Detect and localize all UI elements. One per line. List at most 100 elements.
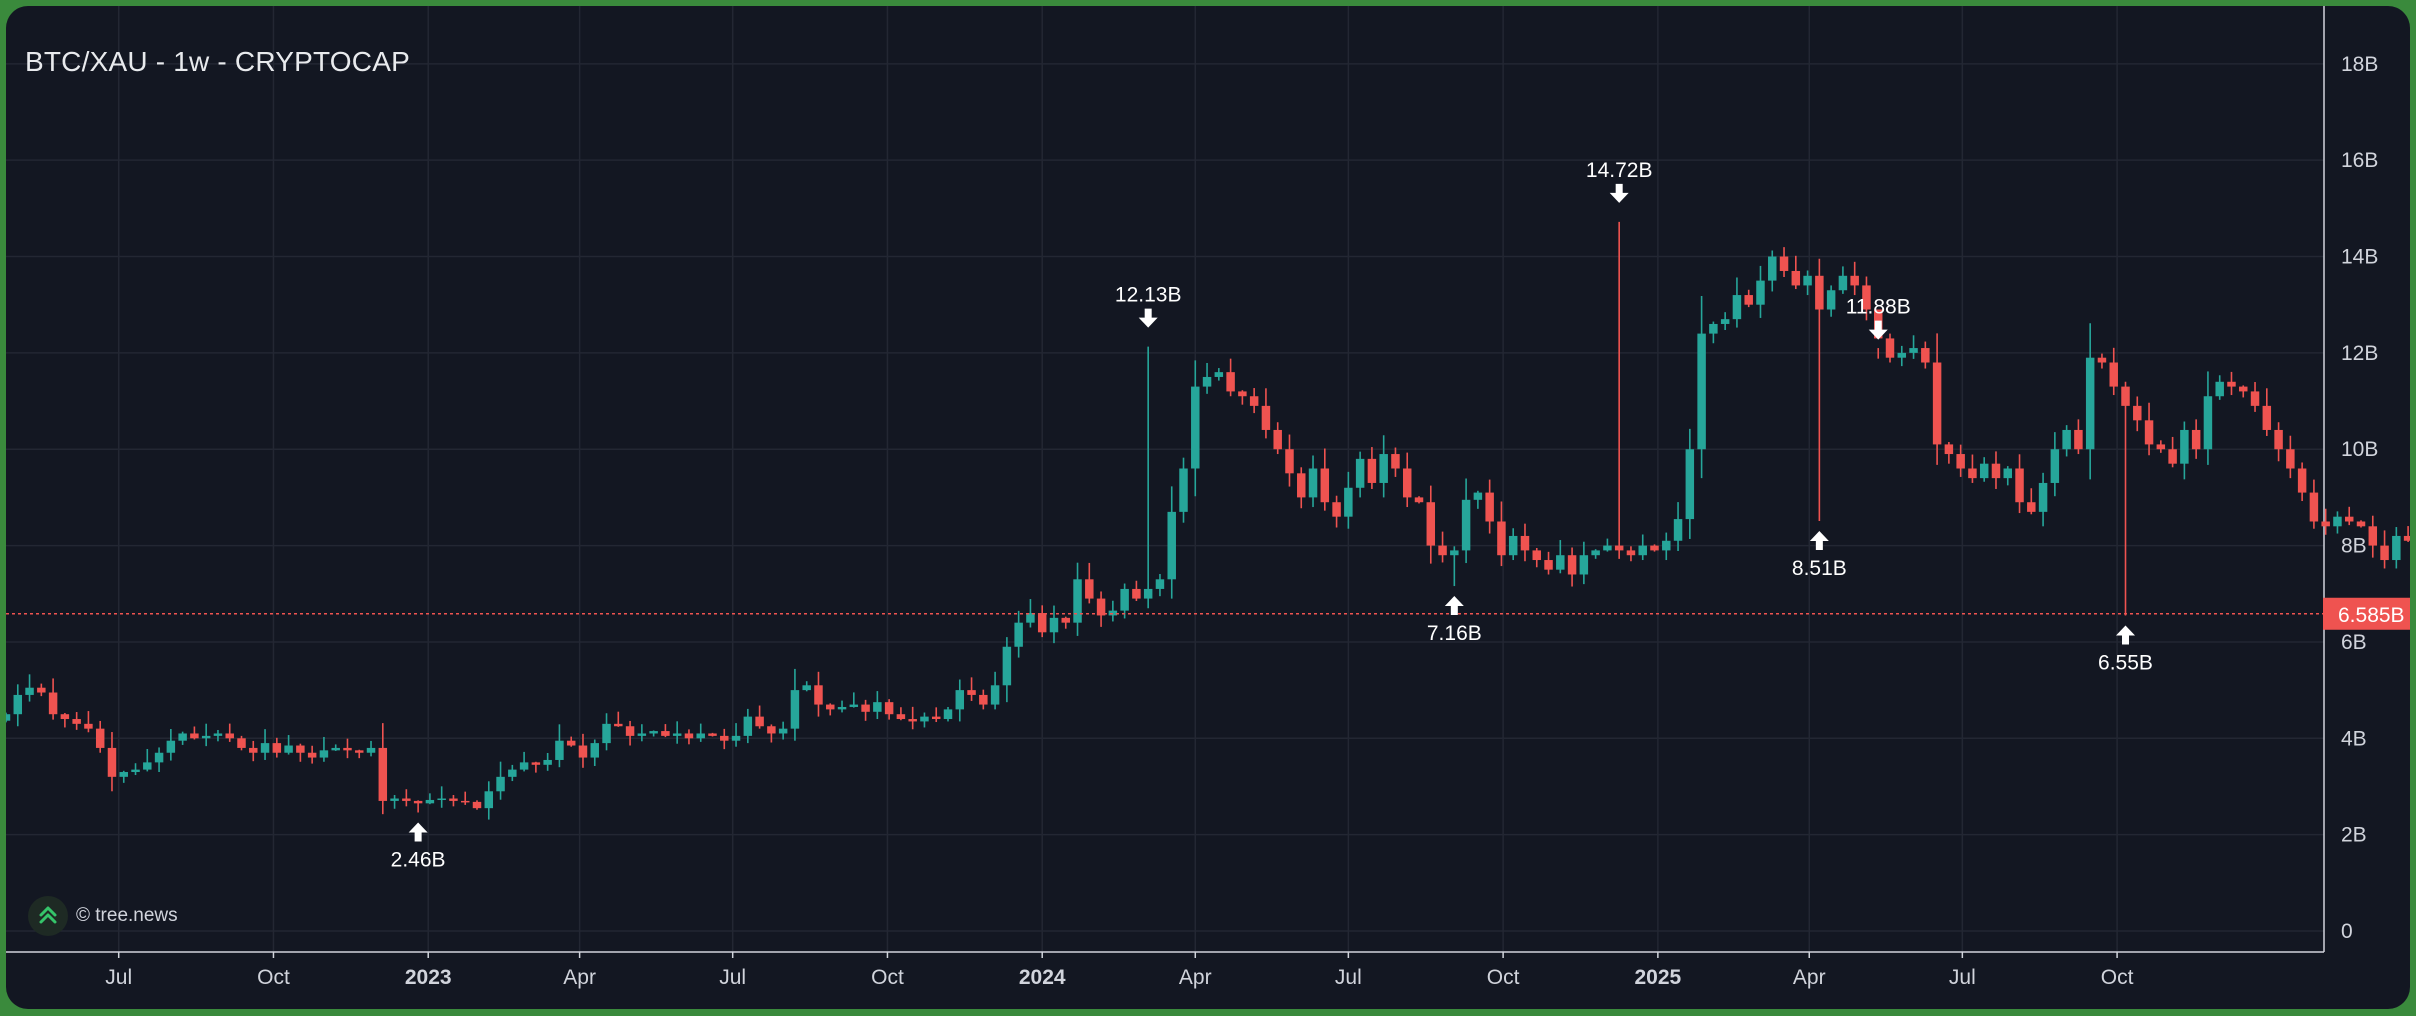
candle-body [990, 685, 1000, 705]
candle-body [2333, 516, 2342, 527]
watermark-text: © tree.news [76, 905, 178, 926]
candle-body [390, 798, 399, 801]
candle-body [2180, 429, 2189, 464]
candle-body [1709, 323, 1718, 334]
candle-body [2309, 492, 2319, 522]
candlestick-chart[interactable]: 0 2B 4B 6B 8B 10B 12B 14B 16B 18B Jul Oct 2023 Apr Jul… [6, 6, 2410, 1009]
candle-body [1497, 521, 1506, 556]
candle-body [1344, 487, 1353, 517]
candle-body [307, 752, 317, 758]
annotation-label: 14.72B [1586, 159, 1653, 182]
candle-body [1214, 372, 1224, 377]
annotation-label: 8.51B [1792, 557, 1847, 580]
arrow-down-icon [1138, 308, 1158, 328]
candle-body [1720, 319, 1730, 324]
candle-body [1909, 348, 1918, 353]
candle-body [2239, 386, 2248, 392]
candle-body [1591, 550, 1600, 556]
candle-body [1826, 290, 1836, 310]
candle-body [178, 733, 187, 741]
candle-body [1932, 362, 1942, 445]
candle-body [1756, 280, 1765, 305]
y-tick-label: 14B [2341, 246, 2378, 269]
candle-body [837, 706, 847, 710]
candle-body [908, 719, 917, 722]
candle-body [154, 752, 164, 763]
candle-body [1579, 555, 1589, 575]
candle-body [331, 747, 340, 751]
candle-body [1143, 588, 1153, 599]
arrow-up-icon [1809, 531, 1829, 551]
x-tick-label: Oct [257, 966, 290, 989]
candle-body [496, 776, 505, 792]
candle-body [1662, 540, 1671, 551]
candle-body [201, 735, 211, 739]
candle-body [955, 690, 965, 710]
candle-body [873, 702, 882, 712]
candle-body [343, 747, 352, 751]
candle-body [84, 723, 93, 729]
candle-body [2403, 535, 2410, 541]
candle-body [602, 723, 611, 744]
candle-body [814, 685, 823, 705]
candle-body [1650, 545, 1659, 551]
candle-body [1850, 275, 1859, 286]
candle-body [1073, 579, 1082, 623]
candle-body [131, 769, 140, 773]
candle-body [708, 733, 717, 736]
candle-body [2344, 516, 2354, 522]
candle-body [696, 733, 705, 739]
candle-body [1885, 338, 1895, 358]
candle-body [519, 762, 529, 770]
candle-body [826, 704, 835, 710]
x-tick-label: Jul [1949, 966, 1976, 989]
candle-body [2368, 526, 2378, 546]
candle-body [48, 692, 58, 715]
annotation-label: 6.55B [2098, 651, 2153, 674]
candle-body [1391, 454, 1400, 469]
arrow-up-icon [1444, 596, 1464, 616]
candle-body [1261, 405, 1271, 430]
arrow-up-icon [2116, 625, 2136, 645]
candle-body [755, 716, 764, 727]
candle-body [1179, 468, 1188, 512]
candle-body [720, 735, 729, 741]
candle-body [2227, 381, 2236, 387]
candle-body [1556, 555, 1565, 570]
x-tick-label: Apr [563, 966, 596, 989]
candle-body [1202, 376, 1212, 387]
candle-body [1626, 550, 1636, 556]
last-price-badge [2323, 597, 2410, 630]
candle-body [1461, 499, 1471, 551]
candle-body [1508, 535, 1518, 556]
candle-body [25, 687, 34, 695]
candle-body [1485, 492, 1494, 522]
candle-body [943, 709, 953, 720]
candle-body [731, 735, 741, 741]
candle-body [378, 747, 388, 801]
candle-body [225, 733, 234, 739]
candle-body [366, 747, 376, 753]
candle-body [1956, 454, 1965, 469]
candle-body [284, 745, 293, 753]
candle-body [1450, 550, 1459, 556]
candle-body [1638, 545, 1647, 556]
candle-body [967, 690, 976, 695]
candle-body [1544, 560, 1553, 570]
candle-body [2003, 468, 2012, 479]
candle-body [6, 714, 11, 721]
candle-body [1320, 468, 1330, 503]
x-tick-label: Apr [1179, 966, 1212, 989]
candle-body [1120, 588, 1129, 611]
candle-body [1697, 333, 1706, 450]
candle-body [425, 799, 435, 804]
candle-body [1944, 444, 1954, 455]
watermark: © tree.news [28, 896, 178, 936]
candle-body [778, 728, 788, 734]
candle-body [1779, 256, 1789, 271]
candle-body [1226, 372, 1235, 392]
candle-body [1838, 275, 1848, 291]
candle-body [1002, 646, 1012, 686]
candle-body [143, 762, 152, 770]
candle-body [614, 723, 623, 727]
